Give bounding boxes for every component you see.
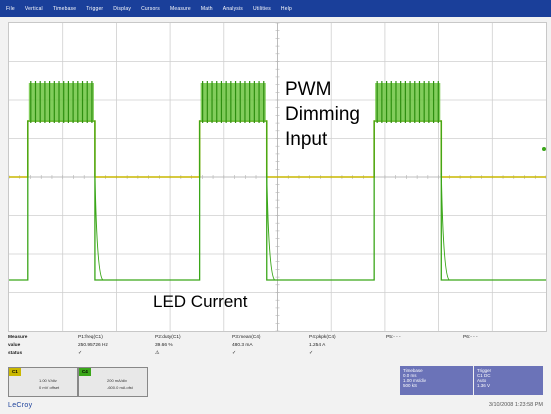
meas-status-p4: ✓ [309, 350, 314, 356]
waveform-display [8, 22, 547, 332]
timebase-delay: 0.0 ms [403, 373, 417, 378]
trigger-level-marker [542, 147, 546, 151]
measurement-value-row: value 250.95726 Hz 39.66 % 480.3 mA 1.25… [8, 341, 545, 349]
value-row-label: value [8, 342, 21, 348]
menu-analysis[interactable]: Analysis [222, 5, 243, 12]
led-ripple-band [28, 83, 94, 121]
channel-4-descriptor[interactable]: C4 200 mA/div -600.0 mA ofst [78, 367, 148, 397]
meas-column-p2[interactable]: P2:duty(C1) [155, 334, 181, 340]
menu-display[interactable]: Display [113, 5, 132, 12]
led-fall-tail [94, 172, 104, 281]
channel-1-tag: C1 [9, 368, 21, 376]
timebase-samples: 500 kS [403, 383, 418, 388]
led-current-annotation: LED Current [153, 292, 248, 311]
meas-value-p2: 39.66 % [155, 342, 173, 348]
measurement-status-row: status ✓ ⚠ ✓ ✓ [8, 349, 545, 357]
meas-value-p3: 480.3 mA [232, 342, 253, 348]
status-row-label: status [8, 350, 23, 356]
meas-value-p4: 1.254 A [309, 342, 326, 348]
pwm-label-line2: Dimming [285, 104, 360, 125]
channel-4-tag: C4 [79, 368, 91, 376]
meas-column-p6[interactable]: P6:- - - [463, 334, 478, 340]
meas-column-p4[interactable]: P4:pkpk(C4) [309, 334, 336, 340]
meas-column-p1[interactable]: P1:freq(C1) [78, 334, 103, 340]
channel-4-offset: -600.0 mA ofst [107, 385, 133, 390]
menu-cursors[interactable]: Cursors [141, 5, 160, 12]
meas-column-p3[interactable]: P3:mean(C4) [232, 334, 261, 340]
channel-1-scale: 1.00 V/div [39, 378, 57, 383]
channel-1-descriptor[interactable]: C1 1.00 V/div 0 mV offset [8, 367, 78, 397]
trigger-level: 1.36 V [477, 383, 491, 388]
timebase-descriptor[interactable]: Timebase 0.0 ms 1.00 ms/div 500 kS [400, 366, 473, 395]
trigger-descriptor[interactable]: Trigger C1 DC Auto 1.36 V [474, 366, 543, 395]
meas-status-p3: ✓ [232, 350, 237, 356]
menu-measure[interactable]: Measure [170, 5, 191, 12]
meas-value-p1: 250.95726 Hz [78, 342, 108, 348]
meas-status-p2: ⚠ [155, 350, 160, 356]
trigger-mode: Auto [477, 378, 487, 383]
menu-file[interactable]: File [6, 5, 15, 12]
menu-math[interactable]: Math [200, 5, 213, 12]
menu-timebase[interactable]: Timebase [52, 5, 77, 12]
pwm-label-line1: PWM [285, 79, 332, 100]
waveform-svg [9, 23, 546, 331]
meas-column-p5[interactable]: P5:- - - [386, 334, 401, 340]
menu-trigger[interactable]: Trigger [86, 5, 104, 12]
timebase-label: Timebase [403, 368, 423, 373]
pwm-annotation: PWM Dimming Input [285, 77, 360, 152]
trigger-source: C1 DC [477, 373, 491, 378]
pwm-label-line3: Input [285, 129, 328, 150]
led-fall-tail [266, 172, 276, 281]
trigger-label: Trigger [477, 368, 492, 373]
led-ripple-band [200, 83, 266, 121]
timebase-scale: 1.00 ms/div [403, 378, 427, 383]
meas-status-p1: ✓ [78, 350, 83, 356]
measurement-table[interactable]: Measure P1:freq(C1) P2:duty(C1) P3:mean(… [8, 333, 545, 365]
menu-utilities[interactable]: Utilities [253, 5, 271, 12]
menu-vertical[interactable]: Vertical [24, 5, 43, 12]
lecroy-logo: LeCroy [8, 402, 33, 409]
date-timestamp: 3/10/2008 1:23:58 PM [488, 402, 543, 408]
channel-1-offset: 0 mV offset [39, 385, 60, 390]
channel-4-scale: 200 mA/div [107, 378, 128, 383]
led-fall-tail [440, 172, 450, 281]
led-ripple-band [375, 83, 441, 121]
measure-header-label: Measure [8, 334, 28, 340]
menu-help[interactable]: Help [280, 5, 293, 12]
menu-bar: File Vertical Timebase Trigger Display Cursor… [0, 0, 551, 17]
measurement-header-row: Measure P1:freq(C1) P2:duty(C1) P3:mean(… [8, 333, 545, 341]
